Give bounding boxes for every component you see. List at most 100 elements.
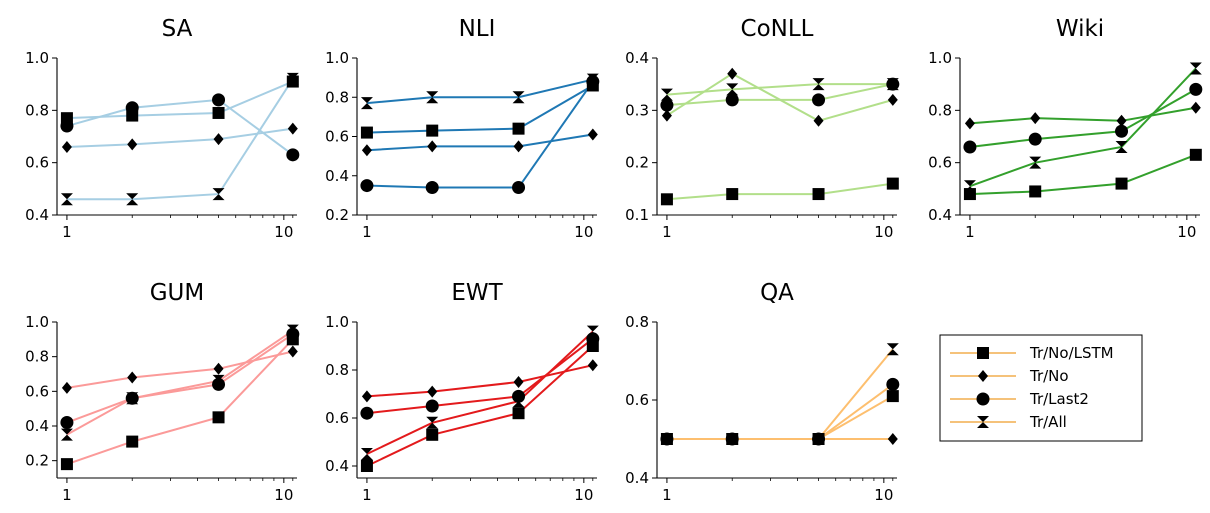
legend-entry: Tr/No/LSTM <box>950 344 1114 362</box>
data-point <box>660 98 674 112</box>
series-line-tr-all <box>366 78 594 105</box>
data-point <box>125 101 139 115</box>
chart-title: CoNLL <box>741 16 814 42</box>
data-point <box>361 144 372 157</box>
data-point <box>427 140 438 153</box>
data-point <box>213 133 224 146</box>
y-tick-label: 0.8 <box>928 101 952 119</box>
data-point <box>886 78 899 91</box>
series-line-tr-last2 <box>66 333 294 424</box>
x-tick-label: 10 <box>874 223 893 241</box>
series-line-tr-no-lstm <box>366 345 594 467</box>
data-point <box>586 325 599 338</box>
y-tick-label: 0.8 <box>25 101 49 119</box>
x-tick-label: 10 <box>574 223 593 241</box>
legend-entry: Tr/Last2 <box>950 390 1089 408</box>
y-tick-label: 0.6 <box>325 128 349 146</box>
y-tick-label: 1.0 <box>325 49 349 67</box>
chart-title: EWT <box>451 280 503 306</box>
y-tick-label: 0.8 <box>25 348 49 366</box>
data-point <box>1029 156 1042 169</box>
legend-label: Tr/No <box>1029 367 1069 385</box>
y-tick-label: 0.4 <box>25 206 49 224</box>
series-line-tr-no <box>366 364 594 398</box>
x-tick-label: 10 <box>274 223 293 241</box>
y-tick-label: 1.0 <box>928 49 952 67</box>
y-tick-label: 0.1 <box>625 206 649 224</box>
data-point <box>212 188 225 201</box>
y-tick-label: 0.4 <box>325 457 349 475</box>
data-point <box>360 448 373 460</box>
data-point <box>587 359 598 372</box>
series-line-tr-no <box>66 127 293 148</box>
series-line-tr-no <box>969 106 1196 125</box>
data-point <box>887 93 898 106</box>
series-line-tr-no-lstm <box>366 84 594 134</box>
series-line-tr-all <box>366 330 594 455</box>
series-line-tr-no-lstm <box>969 153 1197 196</box>
series-line-tr-no <box>666 72 894 122</box>
data-point <box>286 324 299 337</box>
data-point <box>126 435 139 448</box>
data-point <box>1189 148 1202 161</box>
series-line-tr-no-lstm <box>666 395 894 440</box>
data-point <box>426 416 439 429</box>
data-point <box>213 362 224 375</box>
y-tick-label: 0.8 <box>325 361 349 379</box>
data-point <box>360 460 373 472</box>
data-point <box>725 93 739 107</box>
data-point <box>812 93 826 107</box>
data-point <box>1030 112 1041 125</box>
data-point <box>726 188 739 201</box>
data-point <box>286 148 300 162</box>
data-point <box>813 114 824 127</box>
data-point <box>661 109 672 122</box>
y-tick-label: 0.4 <box>25 417 49 435</box>
y-tick-label: 0.4 <box>625 469 649 487</box>
data-point <box>1028 132 1042 146</box>
data-point <box>1189 82 1203 96</box>
series-line-tr-no-lstm <box>66 80 294 120</box>
chart-panel-nli: NLI 0.2 0.4 0.6 0.8 1.0 1 10 <box>325 16 600 241</box>
chart-panel-ewt: EWT 0.4 0.6 0.8 1.0 1 10 <box>325 280 600 504</box>
x-tick-label: 1 <box>965 223 975 241</box>
data-point <box>886 343 899 356</box>
data-point <box>1115 124 1129 138</box>
legend-entry: Tr/No <box>950 367 1069 385</box>
data-point <box>360 406 374 420</box>
data-point <box>287 345 298 358</box>
data-point <box>726 433 739 445</box>
y-tick-label: 0.2 <box>325 206 349 224</box>
y-tick-label: 1.0 <box>25 313 49 331</box>
x-tick-label: 10 <box>874 486 893 504</box>
data-point <box>60 119 74 133</box>
data-point <box>513 140 524 153</box>
y-tick-label: 0.2 <box>625 154 649 172</box>
data-point <box>512 181 526 195</box>
chart-title: GUM <box>150 280 205 306</box>
x-tick-label: 1 <box>662 486 672 504</box>
data-point <box>61 381 72 394</box>
chart-title: NLI <box>459 16 496 42</box>
data-point <box>1029 185 1042 198</box>
series-line-tr-all <box>666 83 893 96</box>
y-tick-label: 0.6 <box>325 409 349 427</box>
data-point <box>286 72 299 85</box>
series-line-tr-last2 <box>66 98 294 156</box>
data-point <box>425 181 439 195</box>
data-point <box>361 390 372 403</box>
data-point <box>60 428 73 441</box>
data-point <box>212 374 225 387</box>
data-point <box>586 73 599 86</box>
y-tick-label: 0.6 <box>625 391 649 409</box>
x-tick-label: 1 <box>62 223 72 241</box>
series-line-tr-no <box>366 133 593 152</box>
legend-marker-bowtie <box>977 416 989 428</box>
legend-label: Tr/No/LSTM <box>1029 344 1114 362</box>
chart-title: Wiki <box>1056 16 1104 42</box>
series-line-tr-last2 <box>969 88 1197 148</box>
y-tick-label: 1.0 <box>325 313 349 331</box>
data-point <box>426 124 439 137</box>
data-point <box>726 83 739 96</box>
data-point <box>1115 177 1128 190</box>
